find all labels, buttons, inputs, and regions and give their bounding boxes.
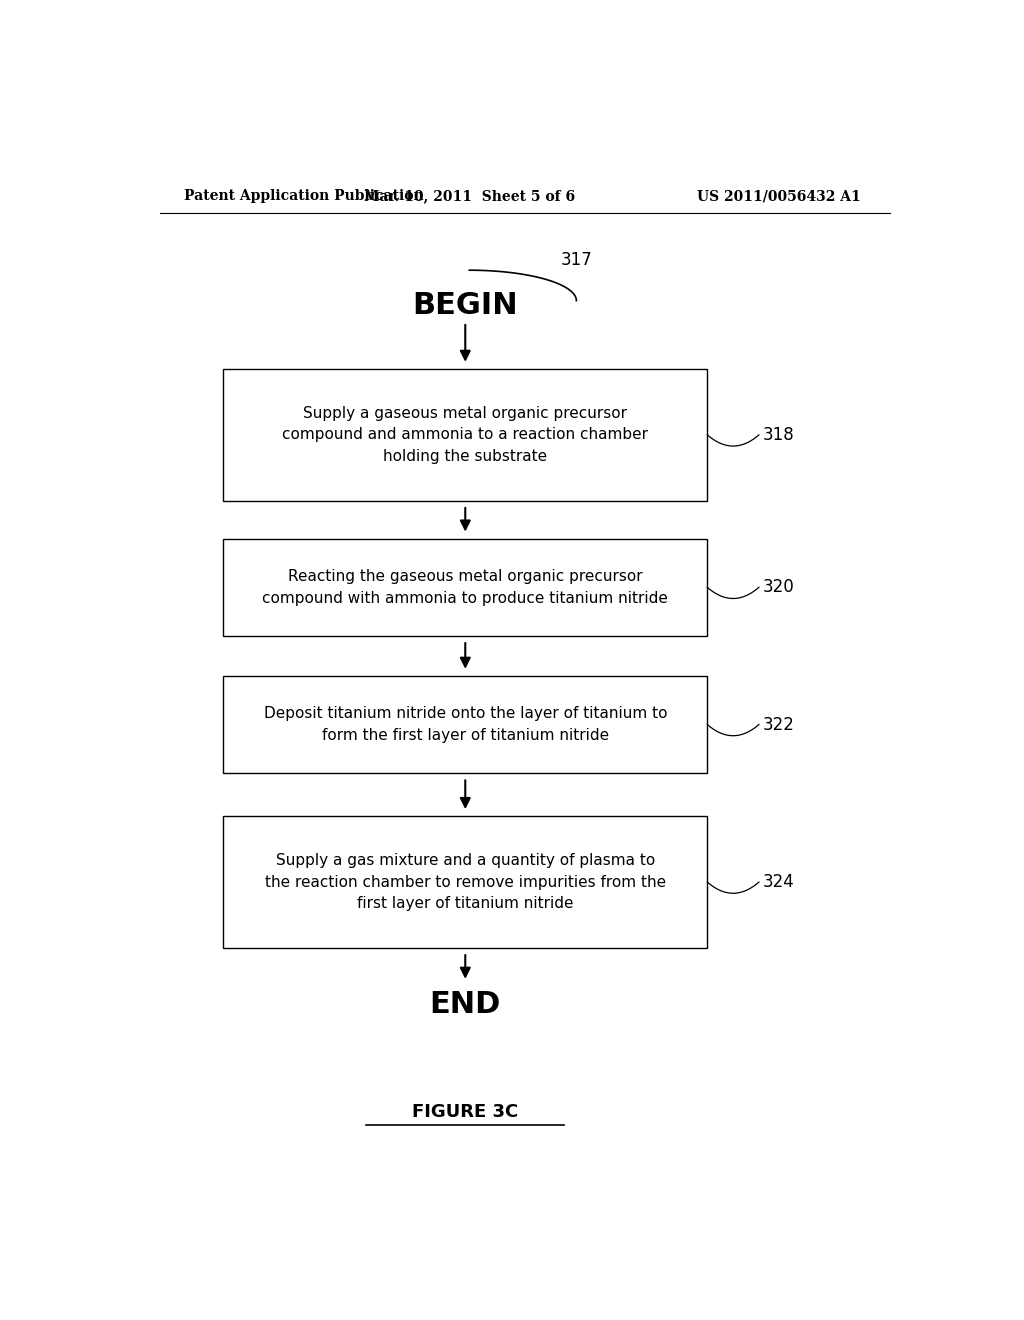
Bar (223, 368, 708, 500)
Text: 322: 322 (763, 715, 795, 734)
Text: 324: 324 (763, 873, 795, 891)
Text: US 2011/0056432 A1: US 2011/0056432 A1 (697, 189, 860, 203)
Bar (223, 816, 708, 948)
Text: BEGIN: BEGIN (413, 292, 518, 321)
Text: Mar. 10, 2011  Sheet 5 of 6: Mar. 10, 2011 Sheet 5 of 6 (364, 189, 574, 203)
Text: Reacting the gaseous metal organic precursor
compound with ammonia to produce ti: Reacting the gaseous metal organic precu… (262, 569, 669, 606)
Text: 318: 318 (763, 426, 795, 444)
Text: 320: 320 (763, 578, 795, 597)
Text: Supply a gaseous metal organic precursor
compound and ammonia to a reaction cham: Supply a gaseous metal organic precursor… (283, 405, 648, 463)
Text: Supply a gas mixture and a quantity of plasma to
the reaction chamber to remove : Supply a gas mixture and a quantity of p… (265, 853, 666, 911)
Text: Deposit titanium nitride onto the layer of titanium to
form the first layer of t: Deposit titanium nitride onto the layer … (263, 706, 667, 743)
Text: END: END (430, 990, 501, 1019)
Text: Patent Application Publication: Patent Application Publication (183, 189, 423, 203)
Bar (223, 539, 708, 636)
Text: FIGURE 3C: FIGURE 3C (412, 1102, 518, 1121)
Bar (223, 676, 708, 774)
Text: 317: 317 (560, 251, 592, 269)
